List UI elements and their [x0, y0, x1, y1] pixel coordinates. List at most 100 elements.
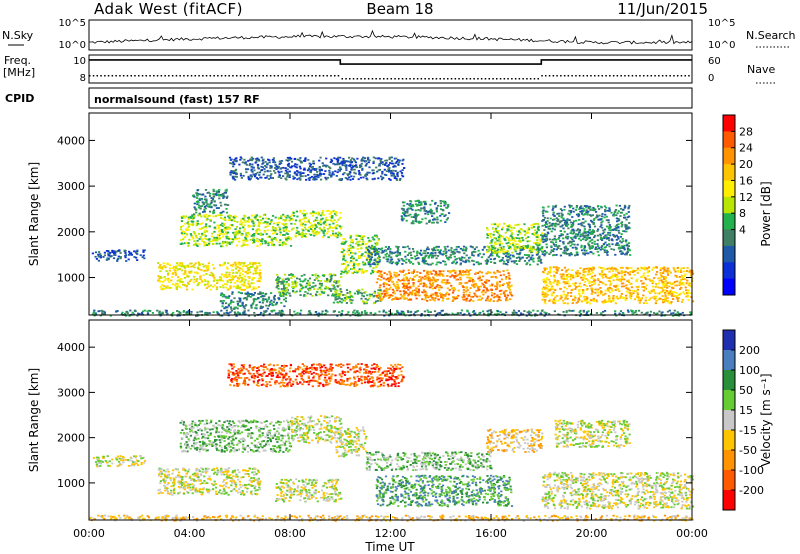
range-gate-cell: [240, 283, 243, 286]
range-gate-cell: [202, 265, 205, 268]
range-gate-cell: [408, 207, 411, 210]
range-gate-cell: [327, 230, 330, 233]
range-gate-cell: [201, 238, 204, 241]
range-gate-cell: [224, 302, 228, 305]
range-gate-cell: [382, 285, 386, 288]
range-gate-cell: [243, 244, 246, 246]
range-gate-cell: [269, 301, 272, 303]
range-gate-cell: [414, 291, 417, 294]
nave-point: [454, 78, 457, 80]
range-gate-cell: [260, 219, 263, 222]
range-gate-cell: [556, 220, 559, 222]
range-gate-cell: [392, 283, 395, 286]
range-gate-cell: [220, 277, 223, 280]
range-gate-cell: [268, 312, 271, 315]
range-gate-cell: [344, 267, 347, 270]
range-gate-cell: [265, 233, 268, 235]
range-gate-cell: [124, 252, 127, 254]
range-gate-cell: [435, 208, 438, 211]
range-gate-cell: [179, 280, 182, 282]
range-gate-cell: [165, 286, 168, 289]
range-gate-cell: [253, 300, 256, 303]
range-gate-cell: [615, 224, 619, 226]
range-gate-cell: [190, 278, 193, 281]
range-gate-cell: [248, 233, 251, 236]
range-gate-cell: [387, 258, 390, 261]
range-gate-cell: [369, 252, 372, 254]
range-gate-cell: [680, 271, 683, 273]
range-gate-cell: [455, 261, 458, 264]
range-gate-cell: [229, 264, 232, 267]
range-gate-cell: [520, 228, 523, 231]
range-gate-cell: [617, 236, 620, 238]
range-gate-cell: [504, 298, 508, 301]
range-gate-cell: [423, 294, 426, 296]
range-gate-cell: [467, 259, 470, 262]
range-gate-cell: [241, 244, 244, 247]
range-gate-cell: [106, 257, 109, 260]
range-gate-cell: [582, 213, 585, 216]
range-gate-cell: [411, 248, 415, 250]
range-gate-cell: [200, 279, 203, 282]
range-gate-cell: [350, 247, 353, 250]
range-gate-cell: [514, 236, 517, 239]
range-gate-cell: [535, 242, 538, 244]
nave-point: [224, 75, 227, 77]
range-gate-cell: [424, 202, 427, 205]
range-gate-cell: [431, 218, 435, 221]
range-gate-cell: [499, 311, 502, 313]
range-gate-cell: [631, 310, 634, 312]
range-gate-cell: [407, 311, 410, 313]
range-gate-cell: [427, 295, 430, 298]
range-gate-cell: [239, 227, 242, 230]
nave-point: [609, 75, 611, 77]
range-gate-cell: [446, 287, 449, 290]
range-gate-cell: [550, 241, 553, 243]
range-gate-cell: [349, 236, 352, 239]
range-gate-cell: [557, 218, 560, 221]
range-gate-cell: [102, 313, 105, 315]
range-gate-cell: [406, 208, 409, 211]
range-gate-cell: [282, 280, 285, 282]
range-gate-cell: [165, 309, 168, 312]
range-gate-cell: [329, 216, 332, 218]
range-gate-cell: [423, 208, 426, 210]
range-gate-cell: [262, 312, 265, 315]
range-gate-cell: [360, 237, 363, 239]
range-gate-cell: [287, 237, 290, 240]
range-gate-cell: [253, 312, 256, 314]
range-gate-cell: [625, 253, 628, 256]
range-gate-cell: [196, 193, 199, 196]
range-gate-cell: [220, 294, 223, 297]
range-gate-cell: [234, 263, 238, 266]
range-gate-cell: [489, 298, 492, 301]
range-gate-cell: [430, 252, 433, 254]
range-gate-cell: [299, 219, 302, 222]
range-gate-cell: [518, 260, 521, 262]
range-gate-cell: [544, 253, 547, 255]
range-gate-cell: [229, 287, 232, 289]
range-gate-cell: [531, 248, 534, 251]
range-gate-cell: [600, 239, 604, 241]
range-gate-cell: [442, 250, 445, 253]
range-gate-cell: [485, 288, 488, 290]
range-gate-cell: [283, 305, 286, 308]
range-gate-cell: [125, 311, 128, 313]
nave-point: [367, 78, 370, 80]
range-gate-cell: [493, 230, 496, 233]
range-gate-cell: [326, 219, 329, 221]
range-gate-cell: [591, 284, 594, 286]
range-gate-cell: [388, 255, 391, 258]
range-gate-cell: [502, 248, 505, 251]
range-gate-cell: [583, 247, 586, 250]
range-gate-cell: [411, 278, 414, 281]
range-gate-cell: [368, 239, 371, 242]
range-gate-cell: [504, 250, 507, 253]
range-gate-cell: [334, 290, 337, 293]
range-gate-cell: [330, 290, 333, 292]
range-gate-cell: [587, 223, 590, 226]
range-gate-cell: [543, 238, 546, 241]
range-gate-cell: [516, 246, 519, 248]
range-gate-cell: [213, 238, 216, 240]
